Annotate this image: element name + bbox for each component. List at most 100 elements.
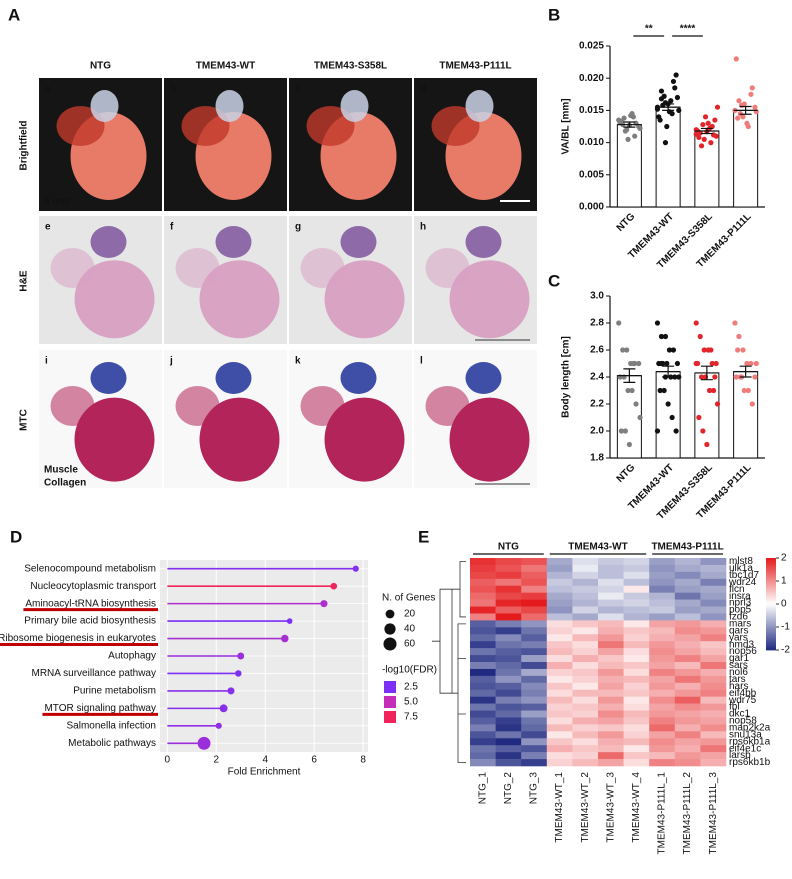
heatmap-cell — [623, 634, 650, 642]
heatmap-cell — [546, 662, 573, 670]
heatmap-cell — [546, 606, 573, 614]
category-label: MRNA surveillance pathway — [32, 668, 157, 679]
data-point — [657, 387, 663, 394]
heatmap-cell — [700, 634, 727, 642]
data-point — [669, 111, 675, 117]
y-tick-label: 0.020 — [579, 73, 604, 84]
data-point — [737, 111, 743, 117]
bulbus — [340, 362, 377, 394]
heatmap-cell — [674, 641, 701, 649]
colorbar-segment — [766, 604, 776, 607]
error-bar — [656, 103, 681, 111]
colorbar-segment — [766, 574, 776, 577]
heatmap-cell — [649, 745, 676, 753]
heatmap-cell — [598, 620, 624, 628]
heatmap-cell — [649, 641, 676, 649]
group-label: NTG — [498, 542, 519, 553]
bulbus — [465, 226, 502, 258]
data-point — [676, 107, 682, 113]
heatmap-cell — [598, 675, 624, 684]
heatmap-cell — [521, 745, 548, 753]
heatmap-cell — [546, 696, 573, 704]
heatmap-cell — [495, 731, 522, 739]
heatmap-cell — [700, 745, 727, 753]
heatmap-cell — [495, 613, 522, 621]
sublabel: b — [170, 84, 176, 95]
heatmap-cell — [521, 648, 548, 656]
data-point — [670, 347, 677, 353]
heatmap-cell — [572, 662, 599, 670]
column-label: TMEM43-WT_3 — [605, 772, 616, 843]
x-tick-label: 8 — [360, 755, 366, 766]
row-label: tbc1d7 — [729, 570, 759, 581]
heatmap-cell — [649, 578, 676, 587]
y-axis-label: Body length [cm] — [561, 336, 572, 418]
heatmap-cell — [521, 585, 548, 593]
bar — [733, 371, 759, 459]
heatmap-cell — [470, 578, 496, 587]
y-axis-label: VA/BL [mm] — [561, 98, 572, 154]
colorbar-segment — [766, 636, 776, 639]
x-axis-label: Fold Enrichment — [228, 767, 301, 778]
heatmap-cell — [649, 668, 676, 677]
category-label: Salmonella infection — [67, 720, 157, 731]
ventricle — [199, 260, 280, 339]
colorbar-segment — [766, 633, 776, 637]
row-label: wdr24 — [728, 577, 757, 588]
data-point — [625, 136, 631, 142]
data-point — [665, 401, 671, 407]
column-header: TMEM43-WT — [196, 61, 255, 72]
colorbar-segment — [766, 576, 776, 580]
heatmap-cell — [598, 717, 624, 725]
heatmap-cell — [623, 668, 650, 677]
heatmap-cell — [470, 759, 496, 767]
heatmap-cell — [572, 703, 599, 711]
column-label: TMEM43-WT_1 — [554, 772, 565, 843]
heatmap-cell — [598, 703, 624, 711]
row-header: Brightfield — [19, 121, 30, 171]
category-label: Selenocompound metabolism — [24, 563, 156, 574]
heatmap-cell — [700, 675, 727, 684]
data-point — [704, 441, 710, 448]
panel-label: D — [10, 527, 22, 546]
heatmap-cell — [700, 578, 727, 587]
heatmap-cell — [572, 696, 599, 704]
heatmap-cell — [598, 564, 624, 573]
colorbar-segment — [766, 569, 776, 573]
heatmap-cell — [649, 710, 676, 718]
row-label: larsb — [729, 750, 751, 761]
heatmap-cell — [623, 662, 650, 670]
category-label: Autophagy — [108, 651, 156, 662]
significance-label: ** — [645, 24, 653, 35]
heatmap-cell — [598, 689, 624, 697]
heatmap-cell — [623, 558, 650, 566]
data-point — [736, 333, 742, 340]
heatmap-cell — [572, 655, 599, 663]
heatmap-cell — [572, 724, 599, 732]
colorbar-label: 2 — [781, 553, 787, 564]
data-point — [673, 428, 679, 434]
lollipop-dot — [219, 704, 228, 713]
heatmap-cell — [521, 738, 548, 746]
heatmap-cell — [470, 627, 496, 635]
data-point — [616, 320, 622, 326]
colorbar-segment — [766, 606, 776, 609]
heatmap-cell — [546, 592, 573, 600]
heatmap-cell — [521, 613, 548, 621]
heatmap-cell — [674, 696, 701, 704]
heatmap-cell — [598, 641, 624, 649]
heatmap-cell — [495, 558, 522, 566]
heatmap-cell — [623, 571, 650, 580]
sublabel: j — [169, 356, 173, 367]
sublabel: d — [420, 84, 426, 95]
heatmap-cell — [649, 696, 676, 704]
stain-legend: Collagen — [44, 478, 86, 489]
y-tick-label: 0.010 — [579, 137, 604, 148]
data-point — [672, 85, 678, 91]
x-tick-label: 6 — [311, 755, 317, 766]
data-point — [701, 136, 707, 142]
row-label: insra — [729, 591, 751, 602]
heatmap-cell — [521, 641, 548, 649]
colorbar-segment — [766, 599, 776, 603]
